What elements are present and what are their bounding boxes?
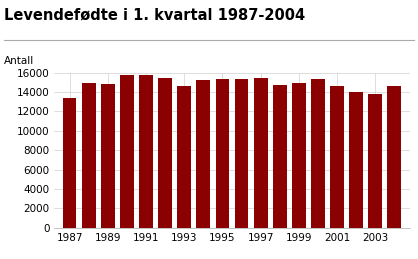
Bar [101,84,115,228]
Bar [349,92,363,228]
Bar [330,86,344,228]
Bar [120,75,134,228]
Bar [139,75,153,228]
Bar [158,78,172,228]
Bar [196,80,210,228]
Bar [177,86,191,228]
Text: Antall: Antall [4,56,34,66]
Text: Levendefødte i 1. kvartal 1987-2004: Levendefødte i 1. kvartal 1987-2004 [4,8,305,23]
Bar [216,79,229,228]
Bar [292,83,306,228]
Bar [254,78,268,228]
Bar [63,98,76,228]
Bar [387,86,401,228]
Bar [273,85,287,228]
Bar [82,83,96,228]
Bar [311,79,325,228]
Bar [368,94,382,228]
Bar [234,79,248,228]
